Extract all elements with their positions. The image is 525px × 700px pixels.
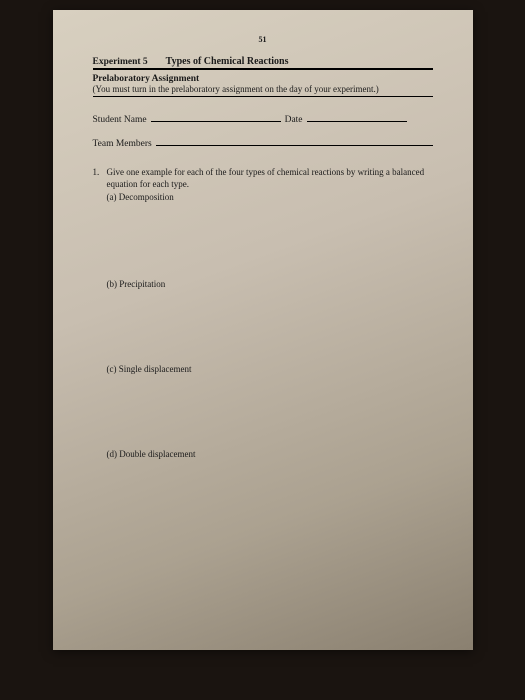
team-members-label: Team Members [93,139,152,149]
header-line: Experiment 5 Types of Chemical Reactions [93,56,433,70]
page-number: 51 [93,35,433,44]
instruction-text: (You must turn in the prelaboratory assi… [93,84,433,97]
part-a: (a) Decomposition [107,192,433,204]
part-c-name: Single displacement [119,364,192,374]
experiment-label: Experiment 5 [93,57,148,67]
student-name-label: Student Name [93,115,147,125]
part-d-name: Double displacement [119,449,195,459]
date-blank [307,111,407,122]
worksheet-page: 51 Experiment 5 Types of Chemical Reacti… [53,10,473,650]
part-c-label: (c) [107,364,117,374]
section-heading: Prelaboratory Assignment [93,74,433,84]
part-a-label: (a) [107,192,117,202]
part-b-name: Precipitation [119,279,165,289]
team-members-blank [156,135,433,146]
question-number: 1. [93,167,107,204]
date-label: Date [285,115,303,125]
team-members-row: Team Members [93,135,433,149]
part-a-name: Decomposition [119,192,174,202]
part-c: (c) Single displacement [107,364,433,374]
question-1: 1. Give one example for each of the four… [93,167,433,204]
question-text: Give one example for each of the four ty… [107,167,433,204]
part-d: (d) Double displacement [107,449,433,459]
experiment-title: Types of Chemical Reactions [166,56,289,67]
part-d-label: (d) [107,449,118,459]
part-b: (b) Precipitation [107,279,433,289]
student-name-row: Student Name Date [93,111,433,125]
question-prompt: Give one example for each of the four ty… [107,167,425,189]
student-name-blank [151,111,281,122]
part-b-label: (b) [107,279,118,289]
